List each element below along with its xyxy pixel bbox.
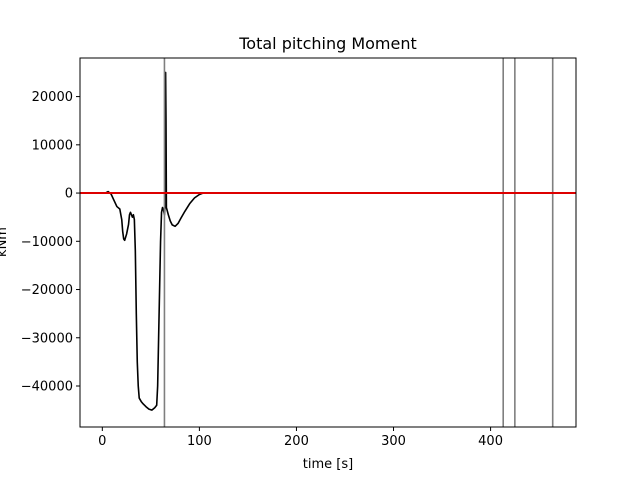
y-tick-label: 0 xyxy=(65,187,73,202)
plot-frame xyxy=(79,57,577,428)
chart-title: Total pitching Moment xyxy=(238,34,417,53)
y-axis-ticks: −40000 −30000 −20000 −10000 0 10000 20000 xyxy=(21,90,80,395)
y-tick-label: −30000 xyxy=(21,331,73,346)
y-tick-label: 10000 xyxy=(32,138,73,153)
x-tick-label: 0 xyxy=(98,434,106,449)
y-tick-label: −40000 xyxy=(21,380,73,395)
y-tick-label: −20000 xyxy=(21,283,73,298)
x-tick-label: 400 xyxy=(478,434,503,449)
y-tick-label: −10000 xyxy=(21,235,73,250)
x-tick-label: 100 xyxy=(187,434,212,449)
y-axis-label: kNm xyxy=(0,227,10,257)
x-axis-ticks: 0 100 200 300 400 xyxy=(98,427,503,449)
x-axis-label: time [s] xyxy=(303,457,353,472)
series-line-0 xyxy=(104,71,210,411)
x-tick-label: 300 xyxy=(381,434,406,449)
y-tick-label: 20000 xyxy=(32,90,73,105)
x-tick-label: 200 xyxy=(284,434,309,449)
plot-content xyxy=(80,58,576,427)
